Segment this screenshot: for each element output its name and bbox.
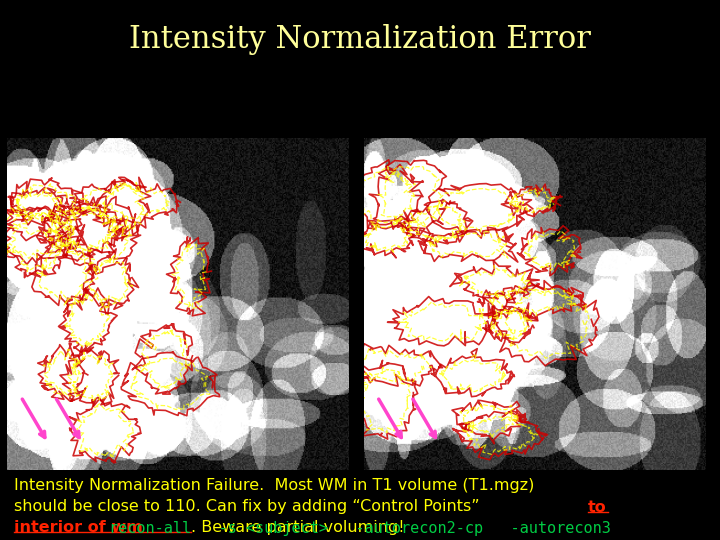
Text: to: to <box>588 500 607 515</box>
Text: Intensity Normalization Failure.  Most WM in T1 volume (T1.mgz): Intensity Normalization Failure. Most WM… <box>14 478 535 493</box>
Text: should be close to 110. Can fix by adding “Control Points”: should be close to 110. Can fix by addin… <box>14 500 485 515</box>
Text: Intensity Normalization Error: Intensity Normalization Error <box>129 24 591 55</box>
Text: interior of wm: interior of wm <box>14 520 143 535</box>
Text: recon-all   -s <subject>   -autorecon2-cp   -autorecon3: recon-all -s <subject> -autorecon2-cp -a… <box>109 521 611 536</box>
Text: . Beware partial voluming!: . Beware partial voluming! <box>191 520 405 535</box>
